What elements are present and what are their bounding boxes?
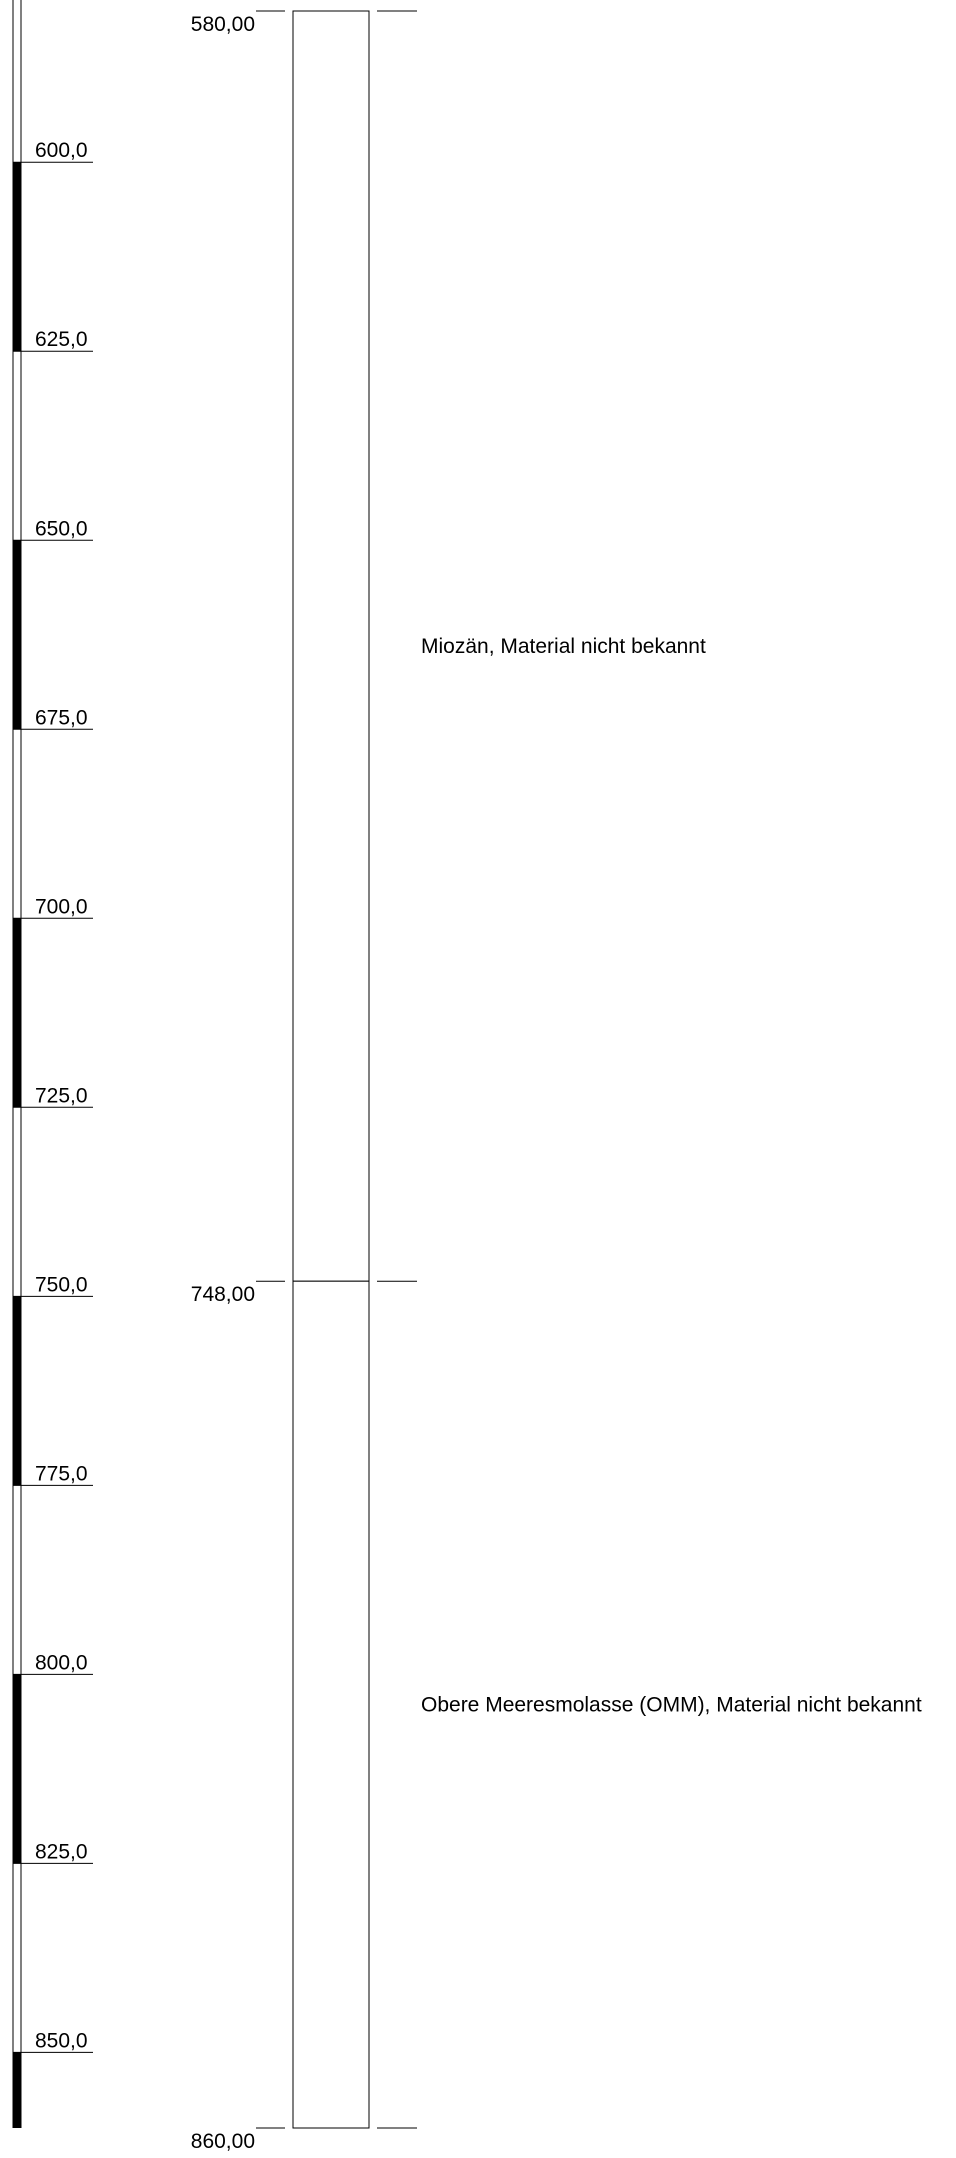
scale-block-filled [13,918,21,1108]
layer-box [292,10,370,1282]
scale-tick-label: 850,0 [35,2029,88,2052]
scale-tick-label: 600,0 [35,139,88,162]
base-depth-label: 860,00 [191,2130,255,2153]
scale-tick-label: 675,0 [35,706,88,729]
layer-description: Obere Meeresmolasse (OMM), Material nich… [421,1694,922,1717]
scale-tick-label: 700,0 [35,895,88,918]
scale-tick-label: 650,0 [35,517,88,540]
depth-labels: 580,00 748,00 860,00 [191,10,417,2153]
scale-tick-label: 800,0 [35,1651,88,1674]
scale-tick-label: 625,0 [35,328,88,351]
scale-tick-label: 750,0 [35,1273,88,1296]
layer-descriptions: Miozän, Material nicht bekannt Obere Meer… [421,635,922,1717]
layer-box [292,1280,370,2129]
scale-tick-label: 825,0 [35,1840,88,1863]
scale-tick-label: 725,0 [35,1084,88,1107]
depth-scale: 600,0 625,0 650,0 675,0 700,0 725,0 750,0 775,0… [12,0,93,2128]
layer-description: Miozän, Material nicht bekannt [421,635,706,658]
scale-block-filled [13,1674,21,1864]
scale-block-filled [13,2052,21,2128]
strata-column [292,10,370,2129]
layer-top-depth-label: 748,00 [191,1283,255,1306]
scale-block-filled [13,162,21,352]
scale-block-filled [13,540,21,730]
layer-top-depth-label: 580,00 [191,13,255,36]
scale-block-filled [13,1296,21,1486]
scale-tick-label: 775,0 [35,1462,88,1485]
